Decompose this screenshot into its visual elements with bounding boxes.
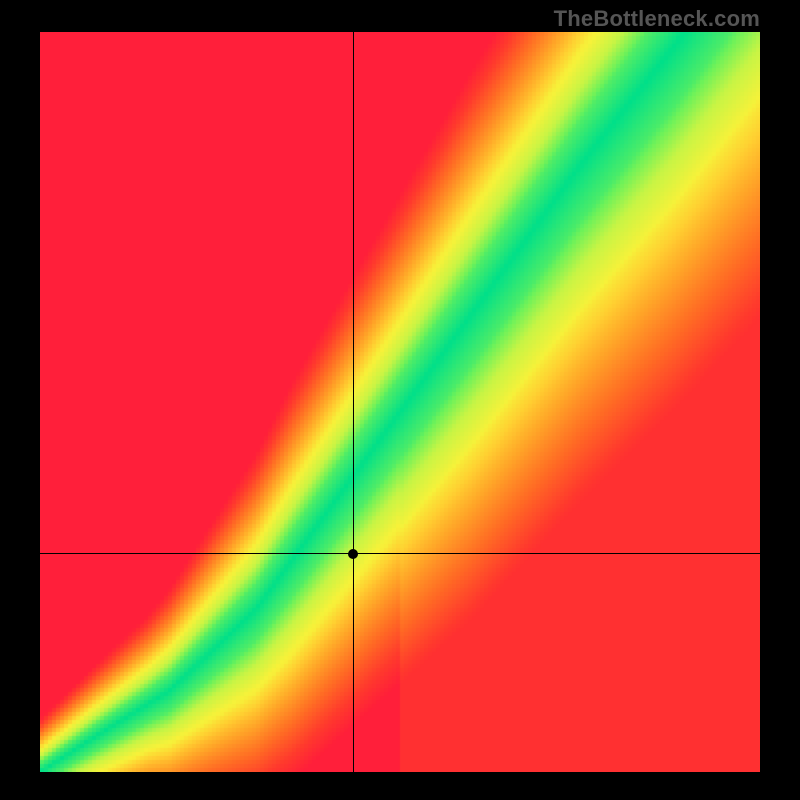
crosshair-vertical	[353, 32, 354, 772]
watermark-text: TheBottleneck.com	[554, 6, 760, 32]
heatmap-plot-area	[40, 32, 760, 772]
root-container: TheBottleneck.com	[0, 0, 800, 800]
heatmap-canvas	[40, 32, 760, 772]
crosshair-marker-dot	[348, 549, 358, 559]
crosshair-horizontal	[40, 553, 760, 554]
